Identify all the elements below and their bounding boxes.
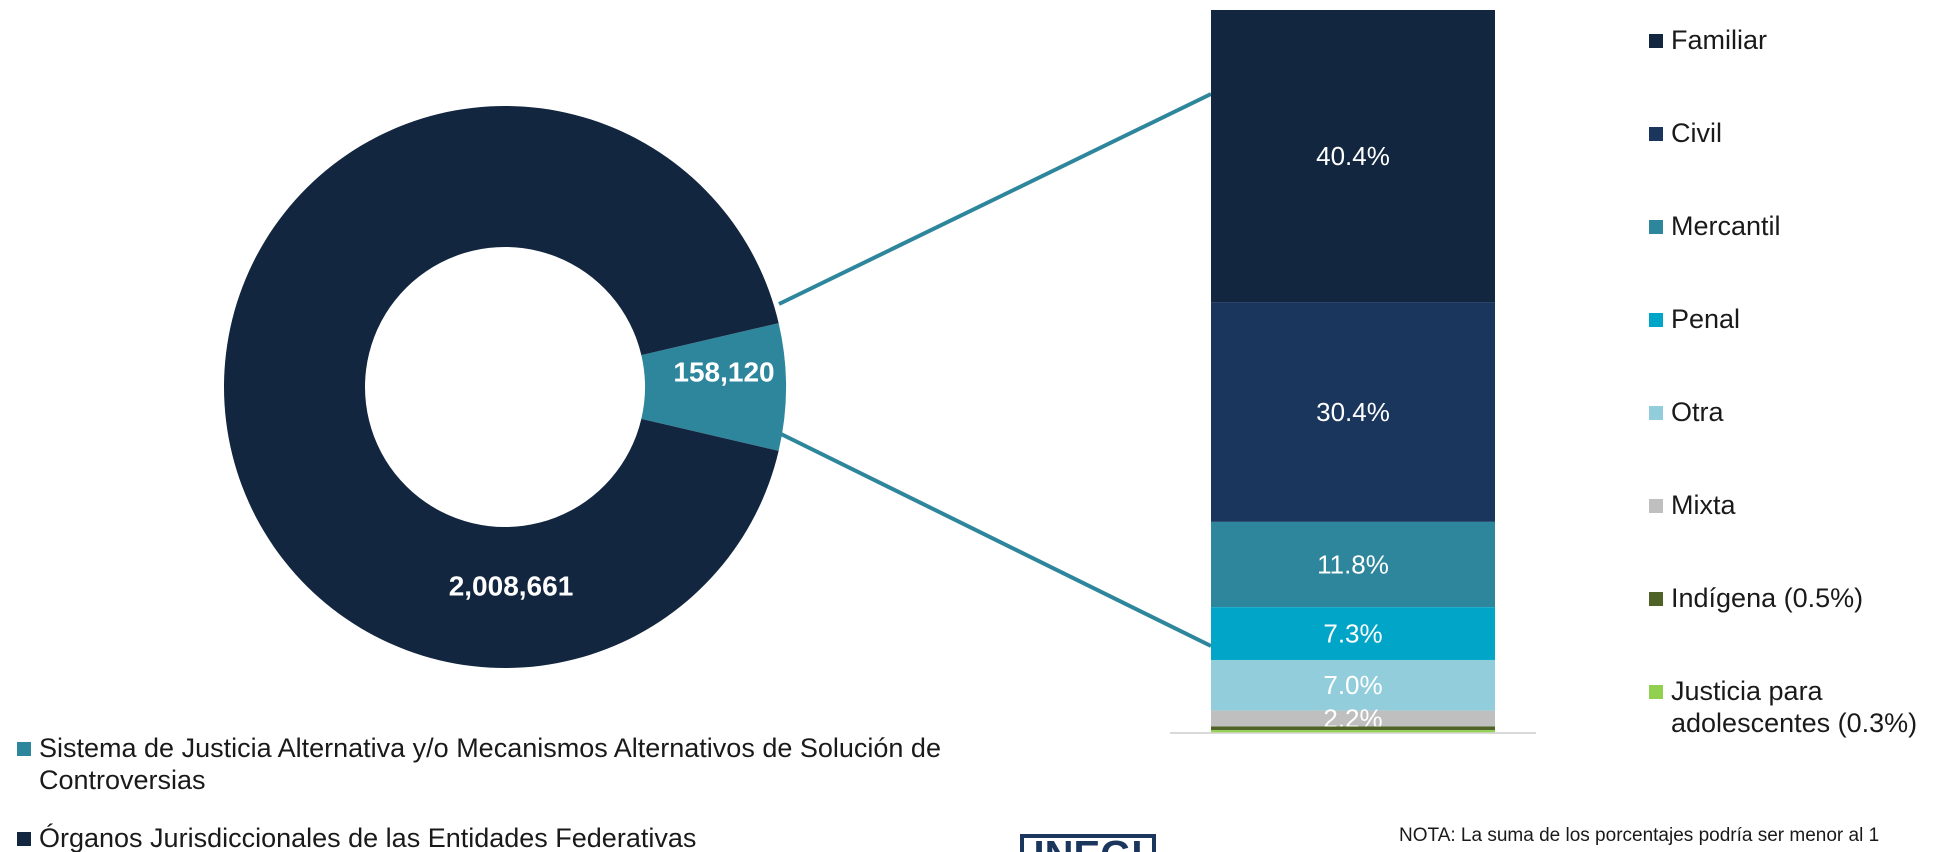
data-label: 40.4% xyxy=(1316,141,1390,171)
legend-item: Otra xyxy=(1649,396,1941,428)
bar-segment xyxy=(1211,659,1495,711)
bar-segment xyxy=(1211,521,1495,608)
legend-label: Indígena (0.5%) xyxy=(1671,583,1864,613)
donut-slice xyxy=(224,106,779,668)
bar-segment xyxy=(1211,730,1495,733)
bar-segment xyxy=(1211,710,1495,727)
data-label: 7.0% xyxy=(1323,670,1382,700)
data-label: 7.3% xyxy=(1323,618,1382,648)
legend-label: Mercantil xyxy=(1671,211,1781,241)
note: NOTA: La suma de los porcentajes podría … xyxy=(1399,825,1879,846)
logo-box xyxy=(1020,834,1156,852)
bar-segment xyxy=(1211,726,1495,731)
legend-label: Justicia para adolescentes (0.3%) xyxy=(1671,676,1918,738)
legend-swatch xyxy=(1649,592,1663,606)
data-label: 30.4% xyxy=(1316,397,1390,427)
bar-segment xyxy=(1211,10,1495,303)
legend-item: Justicia para adolescentes (0.3%) xyxy=(1649,675,1941,739)
legend-item: Mixta xyxy=(1649,489,1941,521)
connector xyxy=(778,92,1212,306)
legend-item: Familiar xyxy=(1649,24,1941,56)
legend-swatch xyxy=(17,832,31,846)
legend-item: Penal xyxy=(1649,303,1941,335)
legend-swatch xyxy=(1649,34,1663,48)
legend-item: Mercantil xyxy=(1649,210,1941,242)
legend-swatch xyxy=(1649,220,1663,234)
legend-label: Civil xyxy=(1671,118,1722,148)
legend-item: Indígena (0.5%) xyxy=(1649,582,1941,614)
legend-swatch xyxy=(1649,127,1663,141)
legend-swatch xyxy=(17,742,31,756)
legend-label: Mixta xyxy=(1671,490,1736,520)
legend-item: Sistema de Justicia Alternativa y/o Meca… xyxy=(17,732,1029,796)
legend-label: Órganos Jurisdiccionales de las Entidade… xyxy=(39,823,697,852)
logo: INEGI xyxy=(1034,834,1143,852)
legend-swatch xyxy=(1649,406,1663,420)
legend-label: Penal xyxy=(1671,304,1741,334)
legend-item: Órganos Jurisdiccionales de las Entidade… xyxy=(17,822,1029,852)
legend-label: Familiar xyxy=(1671,25,1768,55)
connector xyxy=(778,431,1212,648)
legend-item: Civil xyxy=(1649,117,1941,149)
legend-swatch xyxy=(1649,685,1663,699)
bar-segment xyxy=(1211,302,1495,522)
data-label: 158,120 xyxy=(673,356,774,387)
legend-swatch xyxy=(1649,499,1663,513)
data-label: 2,008,661 xyxy=(449,570,574,601)
data-label: 11.8% xyxy=(1317,549,1389,579)
legend-label: Sistema de Justicia Alternativa y/o Meca… xyxy=(39,733,941,795)
legend-swatch xyxy=(1649,313,1663,327)
legend-label: Otra xyxy=(1671,397,1724,427)
donut-slice xyxy=(641,323,786,451)
bar-segment xyxy=(1211,607,1495,660)
